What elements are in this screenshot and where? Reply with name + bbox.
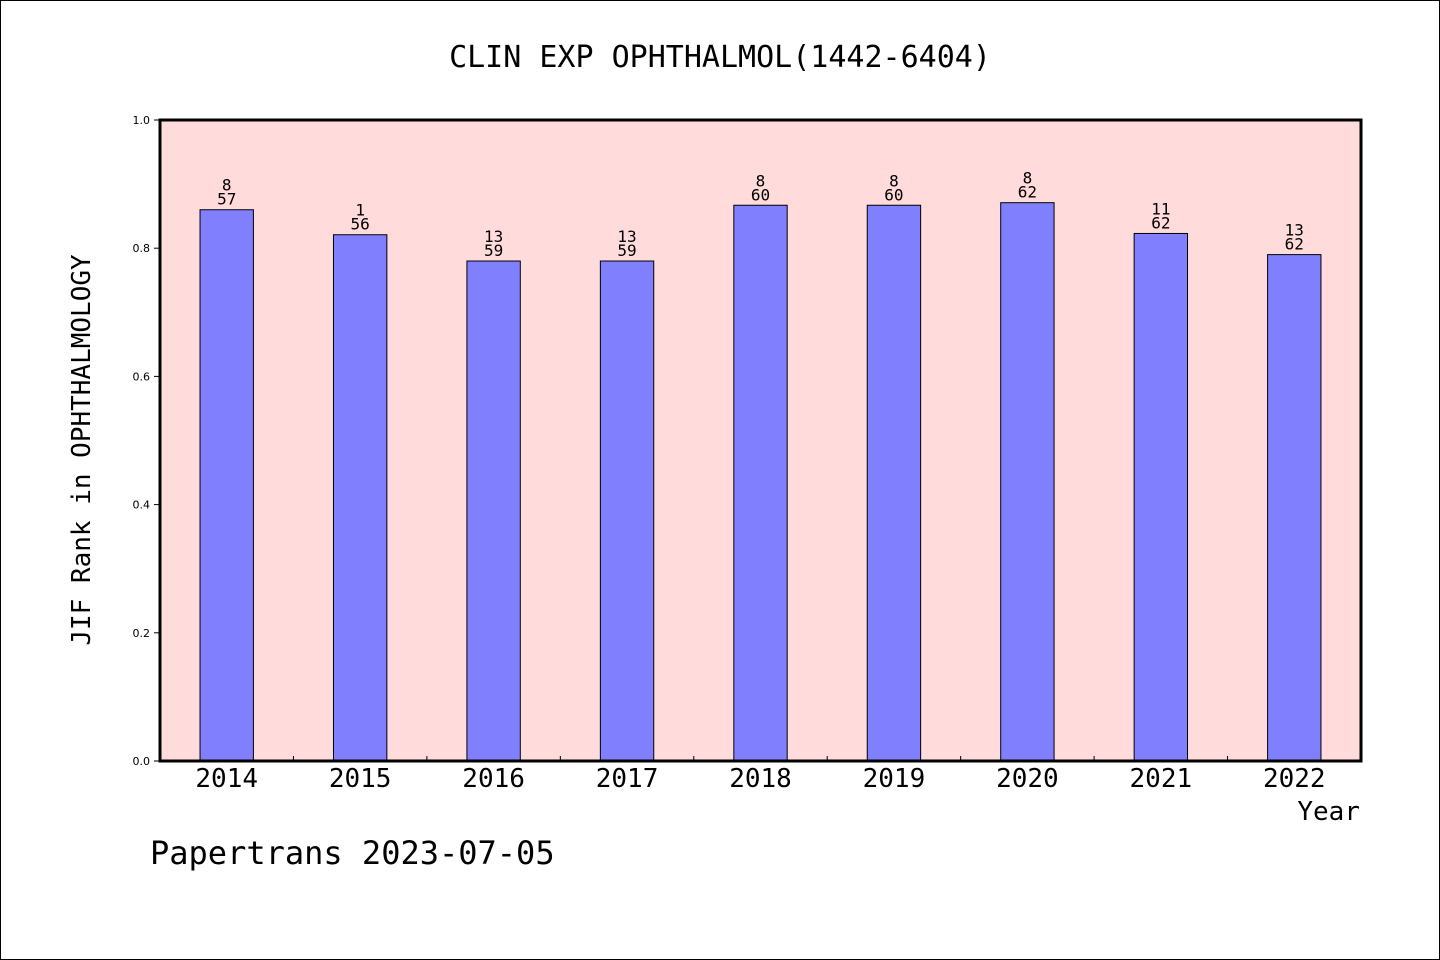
bar-label-rank: 8 xyxy=(222,176,232,195)
x-tick-label: 2017 xyxy=(596,764,659,794)
bar-2022 xyxy=(1267,254,1322,762)
y-axis: 0.0 0.2 0.4 0.6 0.8 1.0 xyxy=(133,114,160,768)
bar-label-rank: 11 xyxy=(1151,199,1170,218)
y-tick-label: 0.2 xyxy=(133,627,151,640)
bar-2020 xyxy=(1000,202,1055,762)
bar-label-total: 60 xyxy=(751,185,770,204)
bar-label-rank: 8 xyxy=(756,171,766,190)
chart-title: CLIN EXP OPHTHALMOL(1442-6404) xyxy=(449,40,991,75)
bar-label-rank: 13 xyxy=(1285,221,1304,240)
bar-label-rank: 13 xyxy=(484,227,503,246)
y-tick-label: 0.8 xyxy=(133,242,151,255)
plot-border xyxy=(158,118,1363,763)
x-tick-label: 2016 xyxy=(462,764,525,794)
y-tick-label: 0.6 xyxy=(133,370,151,383)
bars-group xyxy=(199,202,1322,762)
bar-2014 xyxy=(199,209,254,762)
footer-text: Papertrans 2023-07-05 xyxy=(150,834,555,872)
bar-label-total: 59 xyxy=(484,241,503,260)
bar-label-total: 57 xyxy=(217,190,236,209)
y-tick-label: 0.0 xyxy=(133,755,151,768)
bar-label-rank: 13 xyxy=(617,227,636,246)
x-tick-label: 2014 xyxy=(195,764,258,794)
bar-label-rank: 8 xyxy=(889,171,899,190)
x-tick-label: 2020 xyxy=(996,764,1059,794)
bar-label-total: 59 xyxy=(617,241,636,260)
bar-2017 xyxy=(599,260,655,762)
x-tick-label: 2021 xyxy=(1130,764,1193,794)
y-tick-label: 1.0 xyxy=(133,114,151,127)
bar-2019 xyxy=(866,204,922,762)
x-tick-label: 2022 xyxy=(1263,764,1326,794)
bar-2015 xyxy=(332,234,388,762)
x-axis-label: Year xyxy=(1297,797,1360,827)
x-tick-label: 2015 xyxy=(329,764,392,794)
bar-2016 xyxy=(466,260,521,762)
bar-label-total: 56 xyxy=(351,215,370,234)
y-axis-label: JIF Rank in OPHTHALMOLOGY xyxy=(67,254,97,646)
bar-label-total: 62 xyxy=(1151,213,1170,232)
x-axis: 2014 2015 2016 2017 2018 2019 2020 2021 2022 xyxy=(195,756,1326,794)
bar-label-rank: 8 xyxy=(1023,169,1033,188)
bar-label-total: 60 xyxy=(884,185,903,204)
x-tick-label: 2019 xyxy=(863,764,926,794)
bar-2021 xyxy=(1133,232,1189,762)
x-tick-label: 2018 xyxy=(729,764,792,794)
bar-label-total: 62 xyxy=(1285,235,1304,254)
bar-label-total: 62 xyxy=(1018,183,1037,202)
y-tick-label: 0.4 xyxy=(133,499,151,512)
bar-2018 xyxy=(733,204,788,762)
bar-label-rank: 1 xyxy=(355,201,365,220)
